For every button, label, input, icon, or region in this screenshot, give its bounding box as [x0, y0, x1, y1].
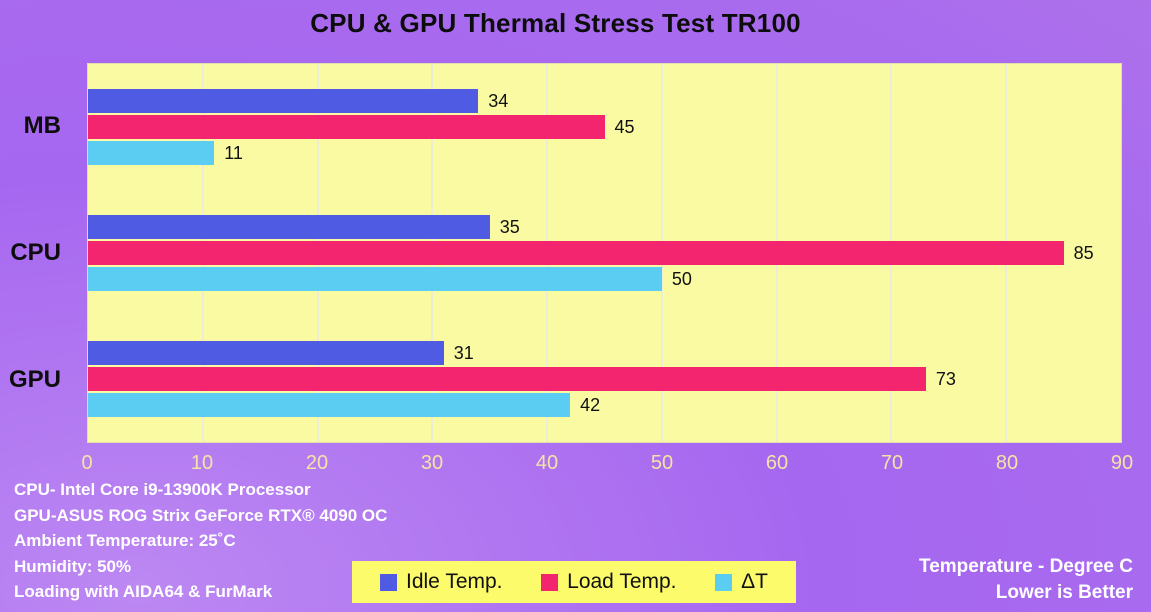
bar-row-cpu-idle-temp: 35 — [88, 215, 1121, 240]
category-axis: MB CPU GPU — [0, 63, 87, 443]
bar-value-label: 34 — [488, 90, 509, 111]
note-ambient: Ambient Temperature: 25˚C — [14, 531, 236, 550]
bar-groups: 34 45 11 35 85 50 31 73 42 — [88, 64, 1121, 442]
bar-group-cpu: 35 85 50 — [88, 190, 1121, 316]
bar-cpu-idle-temp — [88, 215, 490, 239]
bar-value-label: 73 — [935, 368, 956, 389]
x-tick-80: 80 — [995, 452, 1019, 474]
bar-row-mb-idle-temp: 34 — [88, 89, 1121, 114]
bar-group-gpu: 31 73 42 — [88, 316, 1121, 442]
axis-unit-note: Temperature - Degree C Lower is Better — [919, 554, 1133, 606]
x-tick-10: 10 — [190, 452, 214, 474]
bar-value-label: 11 — [224, 142, 243, 163]
x-tick-30: 30 — [420, 452, 444, 474]
note-gpu: GPU-ASUS ROG Strix GeForce RTX® 4090 OC — [14, 505, 388, 525]
legend-item-idle-temp: Idle Temp. — [380, 570, 503, 594]
legend-swatch-idle-temp — [380, 573, 397, 591]
lower-better: Lower is Better — [995, 582, 1133, 603]
bar-group-mb: 34 45 11 — [88, 64, 1121, 190]
bar-row-gpu-idle-temp: 31 — [88, 341, 1121, 366]
test-config-notes: CPU- Intel Core i9-13900K Processor GPU-… — [14, 477, 387, 605]
note-loading: Loading with AIDA64 & FurMark — [14, 582, 273, 601]
bar-cpu-t — [88, 267, 662, 291]
bar-gpu-t — [88, 393, 571, 417]
legend-item-load-temp: Load Temp. — [541, 570, 677, 594]
bar-value-label: 31 — [453, 342, 474, 363]
x-tick-40: 40 — [535, 452, 559, 474]
bar-row-mb-load-temp: 45 — [88, 115, 1121, 140]
x-tick-70: 70 — [880, 452, 904, 474]
note-cpu: CPU- Intel Core i9-13900K Processor — [14, 480, 311, 499]
category-label-cpu: CPU — [10, 239, 61, 266]
note-humidity: Humidity: 50% — [14, 556, 132, 576]
bar-mb-idle-temp — [88, 89, 479, 113]
bar-row-gpu-t: 42 — [88, 393, 1121, 418]
legend-label: ΔT — [741, 570, 768, 593]
unit-label: Temperature - Degree C — [919, 556, 1133, 577]
bar-row-cpu-t: 50 — [88, 267, 1121, 292]
bar-row-gpu-load-temp: 73 — [88, 367, 1121, 392]
bar-cpu-load-temp — [88, 241, 1064, 265]
x-tick-60: 60 — [765, 452, 789, 474]
x-tick-0: 0 — [81, 452, 93, 474]
legend-label: Load Temp. — [567, 570, 677, 593]
legend-swatch-t — [715, 573, 733, 591]
chart-title: CPU & GPU Thermal Stress Test TR100 — [310, 8, 801, 38]
x-tick-50: 50 — [650, 452, 674, 474]
bar-row-cpu-load-temp: 85 — [88, 241, 1121, 266]
bar-row-mb-t: 11 — [88, 141, 1121, 166]
bar-value-label: 42 — [580, 394, 601, 415]
category-label-mb: MB — [23, 112, 61, 140]
bar-mb-t — [88, 141, 215, 165]
bar-mb-load-temp — [88, 115, 605, 139]
legend-swatch-load-temp — [541, 573, 559, 591]
x-tick-90: 90 — [1110, 452, 1134, 474]
bar-gpu-idle-temp — [88, 341, 444, 365]
legend-item-t: ΔT — [715, 570, 768, 594]
bar-value-label: 50 — [671, 268, 692, 289]
bar-value-label: 35 — [499, 216, 520, 237]
x-tick-20: 20 — [305, 452, 329, 474]
x-axis-ticks: 0 10 20 30 40 50 60 70 80 90 — [81, 452, 1133, 480]
bar-value-label: 45 — [614, 116, 635, 137]
legend-label: Idle Temp. — [406, 570, 503, 593]
bar-gpu-load-temp — [88, 367, 926, 391]
legend: Idle Temp. Load Temp. ΔT — [352, 561, 796, 603]
category-label-gpu: GPU — [8, 365, 61, 393]
plot-area: 34 45 11 35 85 50 31 73 42 — [87, 63, 1122, 443]
bar-value-label: 85 — [1073, 242, 1094, 263]
